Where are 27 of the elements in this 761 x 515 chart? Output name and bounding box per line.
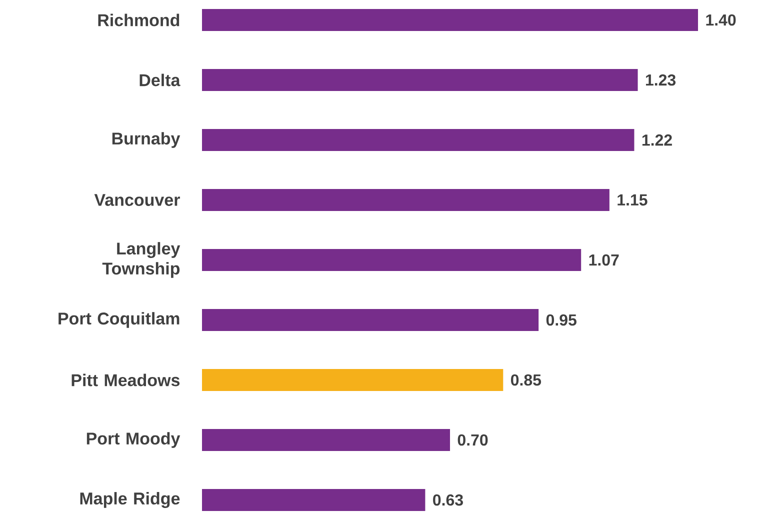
y-tick-label: Vancouver [94,194,180,206]
y-tick-label: Burnaby [112,132,180,148]
data-label: 1.23 [646,74,676,86]
bar [202,489,426,512]
data-label: 1.07 [589,254,619,266]
y-tick-label: Pitt Meadows [72,374,180,386]
y-tick-label: Richmond [98,14,180,26]
y-tick-label: Port Coquitlam [58,312,180,328]
bar [202,9,698,31]
y-tick-label: Delta [140,74,180,86]
bar [202,189,610,212]
data-label: 1.40 [706,14,736,26]
data-label: 1.22 [642,134,672,146]
bar [202,369,504,392]
data-label: 0.95 [546,314,576,326]
y-tick-label: Maple Ridge [80,492,180,508]
data-label: 0.63 [433,494,463,506]
data-label: 0.70 [458,434,488,446]
bar [202,69,638,92]
bar [202,129,634,152]
bar [202,309,539,332]
y-tick-label: Langley Township [102,242,180,278]
y-tick-label: Port Moody [86,432,180,448]
data-label: 1.15 [618,194,648,206]
bar [202,429,450,452]
data-label: 0.85 [510,374,542,386]
bar [202,249,582,272]
